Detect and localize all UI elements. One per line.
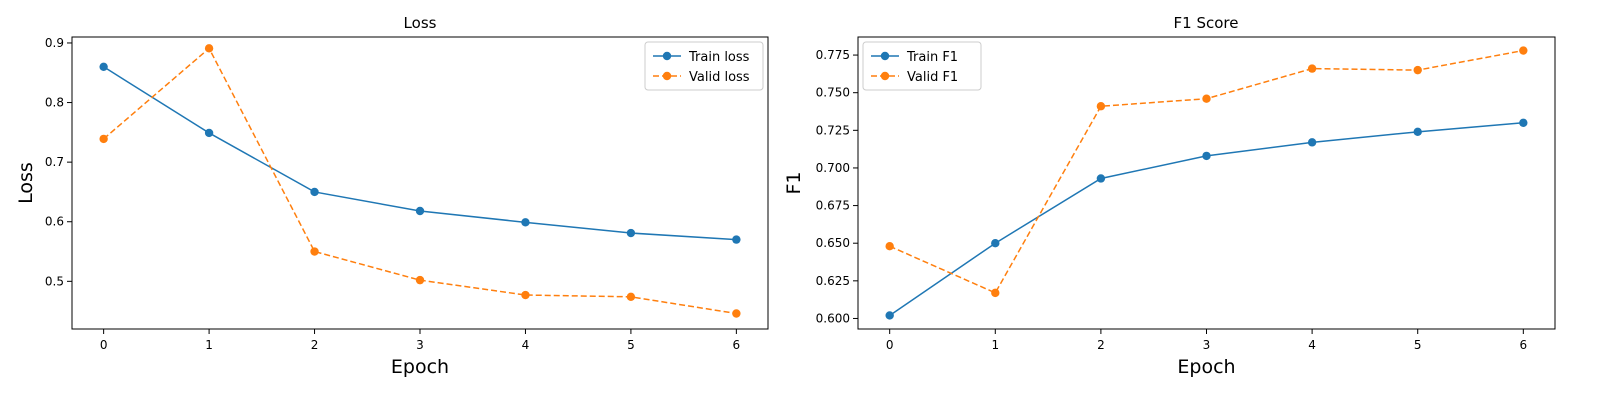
f1-valid-f1-point <box>1307 64 1317 73</box>
loss-valid-loss-point <box>310 247 319 256</box>
f1-train-f1-point <box>1096 174 1106 183</box>
f1-chart-title: F1 Score <box>1174 14 1239 32</box>
f1-y-tick-label: 0.625 <box>816 274 850 288</box>
f1-x-tick-label: 1 <box>991 338 999 352</box>
loss-valid-loss-point <box>626 292 636 302</box>
loss-valid-loss-legend-marker <box>662 71 672 81</box>
f1-y-tick-label: 0.775 <box>816 48 850 62</box>
f1-y-tick-label: 0.725 <box>816 123 850 137</box>
f1-valid-f1-legend-marker <box>880 71 890 81</box>
f1-y-tick-label: 0.650 <box>816 236 850 250</box>
loss-train-loss-point <box>204 128 214 138</box>
loss-y-axis-label: Loss <box>15 162 37 204</box>
f1-legend <box>862 41 982 91</box>
f1-y-tick-label: 0.750 <box>816 86 850 100</box>
f1-train-f1-point <box>991 239 1000 248</box>
loss-train-loss-point <box>415 206 425 216</box>
loss-valid-loss-legend-label: Valid loss <box>689 70 750 85</box>
loss-x-tick-label: 1 <box>205 338 213 352</box>
loss-valid-loss-point <box>521 290 530 300</box>
loss-x-tick-label: 3 <box>416 338 424 352</box>
loss-valid-loss-line <box>103 47 737 315</box>
f1-train-f1-legend-marker <box>880 51 890 61</box>
loss-valid-loss-point <box>415 275 425 285</box>
loss-x-tick-label: 2 <box>311 338 319 352</box>
f1-y-axis-label: F1 <box>783 171 805 194</box>
loss-x-tick-label: 4 <box>522 338 530 352</box>
loss-train-loss-point <box>521 218 530 227</box>
f1-x-axis-label: Epoch <box>1177 356 1235 378</box>
f1-train-f1-legend-label: Train F1 <box>906 50 958 65</box>
f1-x-tick-label: 5 <box>1414 338 1422 352</box>
loss-y-tick-label: 0.8 <box>45 96 64 110</box>
f1-train-f1-point <box>1413 127 1422 137</box>
loss-train-loss-point <box>99 62 108 71</box>
loss-x-tick-label: 5 <box>627 338 635 352</box>
loss-train-loss-point <box>626 228 636 238</box>
loss-train-loss-legend-marker <box>662 51 672 61</box>
f1-chart: 0 1 2 3 4 5 6 0.600 0.625 0.650 0.675 0.700 0.725 0.7… <box>783 14 1556 378</box>
loss-valid-loss-point <box>732 309 741 318</box>
f1-train-f1-line <box>889 122 1524 317</box>
f1-x-tick-label: 3 <box>1203 338 1211 352</box>
f1-train-f1-point <box>885 311 894 320</box>
f1-valid-f1-point <box>1519 46 1528 55</box>
loss-y-tick-label: 0.5 <box>45 274 64 288</box>
loss-x-tick-label: 6 <box>733 338 741 352</box>
loss-y-tick-label: 0.6 <box>45 215 64 229</box>
loss-valid-loss-point <box>204 44 214 53</box>
f1-y-tick-label: 0.675 <box>816 199 850 213</box>
f1-train-f1-point <box>1519 118 1528 127</box>
loss-train-loss-point <box>732 235 741 244</box>
loss-train-loss-legend-label: Train loss <box>688 50 750 65</box>
f1-x-tick-label: 4 <box>1308 338 1316 352</box>
loss-train-loss-point <box>310 187 319 197</box>
f1-valid-f1-point <box>1202 94 1211 103</box>
f1-train-f1-point <box>1202 151 1211 161</box>
f1-valid-f1-point <box>1413 65 1422 75</box>
loss-x-axis-label: Epoch <box>391 356 449 378</box>
loss-legend <box>644 41 764 91</box>
f1-train-f1-point <box>1307 138 1317 147</box>
loss-x-tick-label: 0 <box>100 338 108 352</box>
f1-x-tick-label: 0 <box>886 338 894 352</box>
f1-x-tick-label: 2 <box>1097 338 1105 352</box>
f1-x-tick-label: 6 <box>1519 338 1527 352</box>
loss-valid-loss-point <box>99 134 108 144</box>
f1-valid-f1-point <box>991 288 1000 298</box>
f1-valid-f1-point <box>885 242 894 251</box>
loss-y-tick-label: 0.7 <box>45 155 64 169</box>
f1-y-tick-label: 0.700 <box>816 161 850 175</box>
f1-valid-f1-point <box>1096 102 1106 111</box>
loss-chart-title: Loss <box>404 14 437 32</box>
loss-y-tick-label: 0.9 <box>45 36 64 50</box>
f1-valid-f1-legend-label: Valid F1 <box>907 70 958 85</box>
loss-chart: 0 1 2 3 4 5 6 0.5 0.6 0.7 0.8 0.9 Loss Epoch Loss Train… <box>15 14 769 378</box>
f1-valid-f1-line <box>889 49 1524 294</box>
f1-y-tick-label: 0.600 <box>816 311 850 325</box>
